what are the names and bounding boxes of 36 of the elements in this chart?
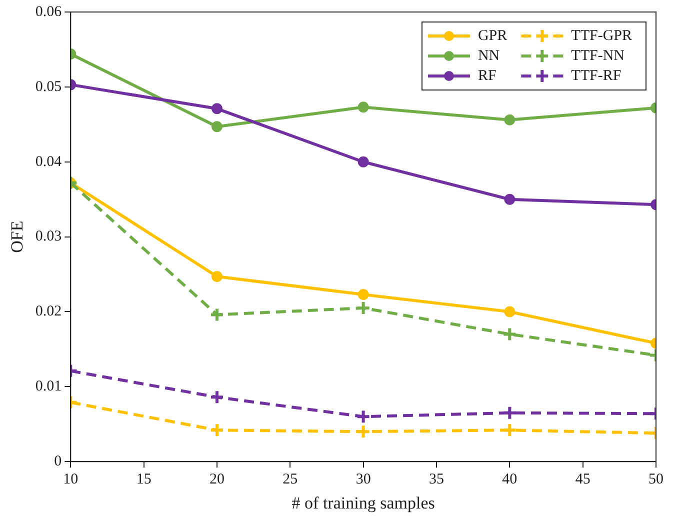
y-tick-label: 0.05 bbox=[35, 78, 62, 95]
x-axis-title: # of training samples bbox=[292, 493, 435, 512]
y-tick-label: 0.06 bbox=[35, 4, 62, 20]
point bbox=[504, 194, 516, 205]
x-tick-label: 50 bbox=[648, 472, 664, 488]
x-tick-label: 30 bbox=[356, 472, 371, 488]
x-tick-label: 15 bbox=[136, 472, 152, 488]
x-tick-label: 35 bbox=[428, 472, 444, 488]
y-tick-label: 0.01 bbox=[35, 378, 62, 395]
y-tick-label: 0.03 bbox=[35, 228, 62, 245]
legend-label: TTF-NN bbox=[571, 48, 625, 64]
point bbox=[356, 300, 371, 316]
x-tick-label: 25 bbox=[282, 472, 298, 488]
point bbox=[502, 405, 518, 420]
y-tick-label: 0.04 bbox=[35, 154, 62, 170]
point bbox=[502, 326, 518, 342]
point bbox=[502, 422, 518, 438]
legend-label: TTF-RF bbox=[571, 68, 622, 84]
point bbox=[504, 306, 516, 318]
y-tick-label: 0 bbox=[54, 454, 62, 470]
x-tick-label: 20 bbox=[209, 472, 224, 488]
point bbox=[356, 409, 371, 424]
legend-label: GPR bbox=[478, 28, 508, 44]
x-tick-label: 40 bbox=[502, 472, 518, 488]
x-tick-label: 45 bbox=[575, 472, 590, 488]
y-axis-title: OFE bbox=[8, 220, 27, 253]
legend-label: RF bbox=[478, 68, 496, 84]
point bbox=[356, 424, 371, 440]
point bbox=[358, 102, 369, 113]
point bbox=[504, 114, 516, 126]
y-tick-label: 0.02 bbox=[35, 304, 62, 320]
legend-label: NN bbox=[478, 48, 500, 64]
legend-label: TTF-GPR bbox=[571, 28, 632, 44]
point bbox=[358, 289, 369, 300]
x-tick-label: 10 bbox=[63, 472, 78, 488]
point bbox=[358, 156, 369, 168]
